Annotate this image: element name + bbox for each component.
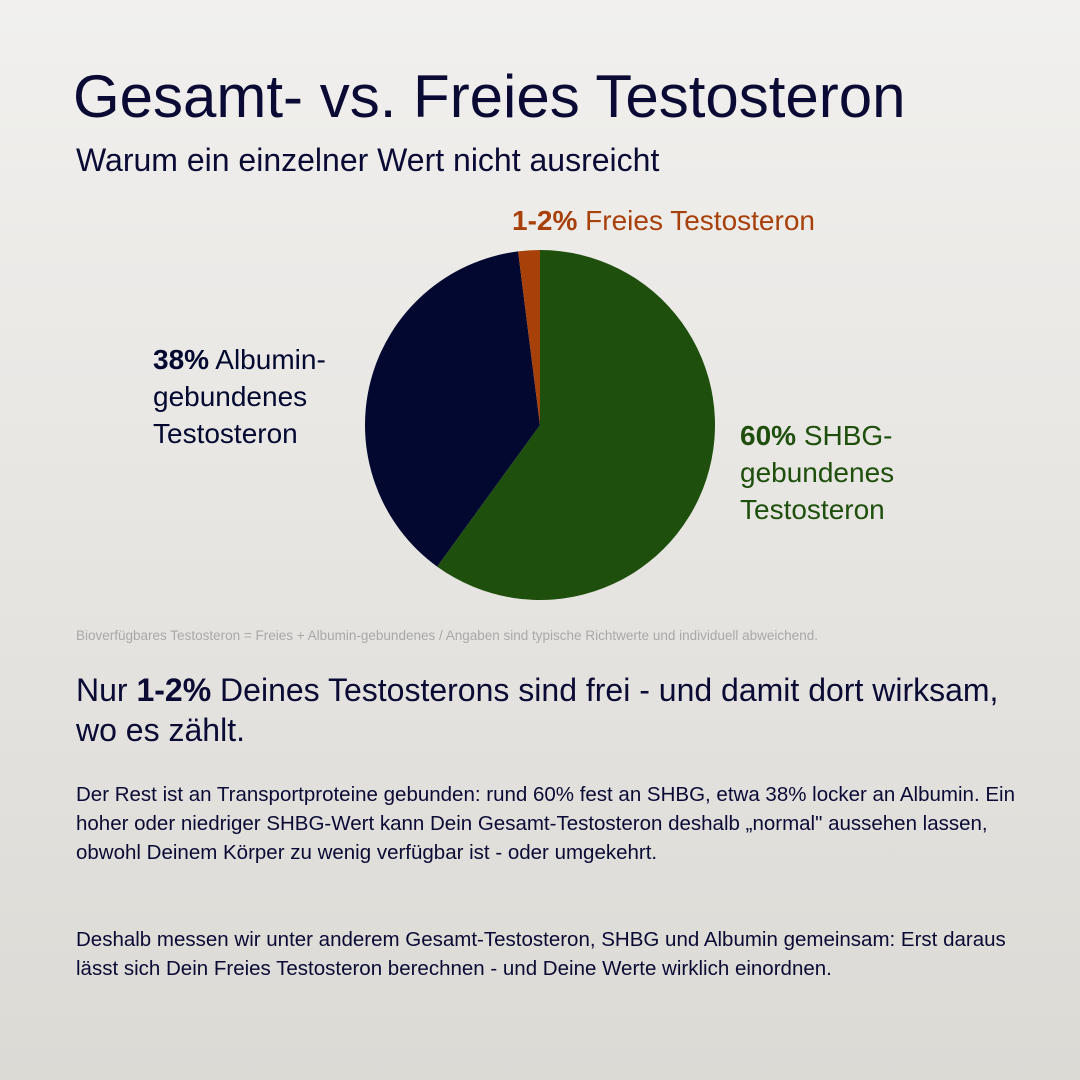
- headline: Nur 1-2% Deines Testosterons sind frei -…: [76, 670, 1016, 750]
- pie-slice: [518, 250, 540, 425]
- slice-label: 38% Albumin- gebundenes Testosteron: [153, 341, 326, 452]
- slice-name: Albumin- gebundenes Testosteron: [153, 344, 326, 449]
- footnote: Bioverfügbares Testosteron = Freies + Al…: [76, 628, 818, 643]
- chart-title: Gesamt- vs. Freies Testosteron: [73, 63, 906, 130]
- slice-name: SHBG- gebundenes Testosteron: [740, 420, 895, 525]
- value-label: 38%: [153, 344, 210, 375]
- pie-chart: [364, 250, 715, 600]
- chart-subtitle: Warum ein einzelner Wert nicht ausreicht: [76, 142, 660, 178]
- headline-highlight: 1-2%: [136, 672, 212, 708]
- headline-text: Nur: [76, 672, 137, 708]
- body-paragraph: Deshalb messen wir unter anderem Gesamt-…: [76, 928, 1006, 980]
- pie-slice: [437, 250, 715, 600]
- slice-name: Freies Testosteron: [585, 205, 815, 236]
- value-label: 1-2%: [512, 205, 578, 236]
- pie-slice: [364, 251, 540, 567]
- body-paragraph: Der Rest ist an Transportproteine gebund…: [76, 783, 1015, 864]
- value-label: 60%: [740, 420, 797, 451]
- headline-text: Deines Testosterons sind frei - und dami…: [76, 672, 999, 748]
- slice-label: 60% SHBG- gebundenes Testosteron: [740, 417, 894, 528]
- slice-label: 1-2% Freies Testosteron: [512, 202, 815, 239]
